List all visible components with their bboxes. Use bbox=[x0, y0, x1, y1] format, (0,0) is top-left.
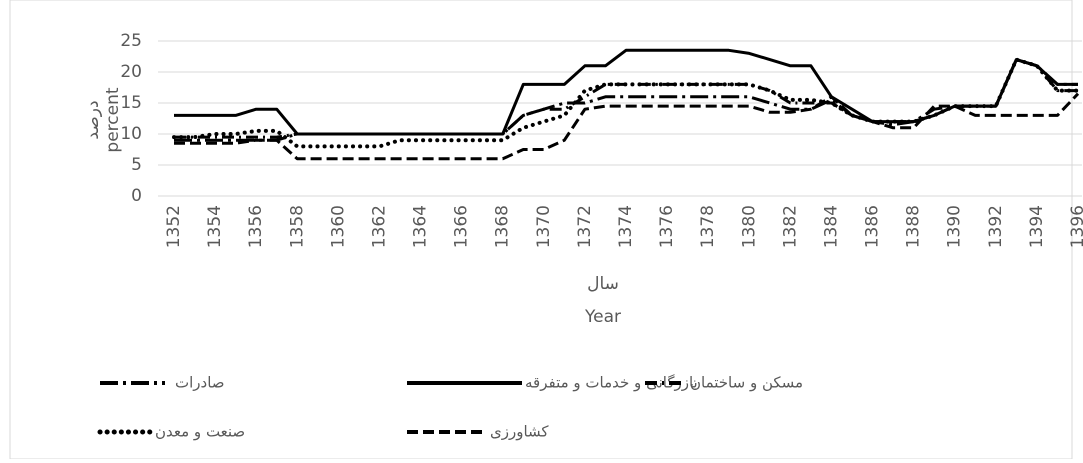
x-tick-label: 1366 bbox=[452, 205, 472, 248]
x-tick-label: 1374 bbox=[616, 205, 636, 248]
y-tick-label: 10 bbox=[120, 124, 142, 144]
chart-frame bbox=[9, 0, 1073, 460]
legend-label: صنعت و معدن bbox=[155, 423, 245, 441]
x-tick-label: 1390 bbox=[945, 205, 965, 248]
y-axis-title-en: percent bbox=[103, 87, 123, 152]
y-tick-label: 15 bbox=[120, 93, 142, 113]
y-tick-label: 0 bbox=[131, 186, 142, 206]
x-tick-label: 1352 bbox=[164, 205, 184, 248]
x-tick-label: 1392 bbox=[986, 205, 1006, 248]
x-tick-label: 1384 bbox=[821, 205, 841, 248]
x-tick-label: 1396 bbox=[1068, 205, 1083, 248]
x-tick-label: 1376 bbox=[657, 205, 677, 248]
x-tick-label: 1362 bbox=[369, 205, 389, 248]
x-tick-label: 1368 bbox=[493, 205, 513, 248]
y-tick-label: 20 bbox=[120, 62, 142, 82]
y-tick-label: 25 bbox=[120, 31, 142, 51]
x-tick-label: 1354 bbox=[205, 205, 225, 248]
x-tick-label: 1378 bbox=[698, 205, 718, 248]
x-tick-label: 1372 bbox=[575, 205, 595, 248]
x-tick-label: 1370 bbox=[534, 205, 554, 248]
series-line bbox=[172, 57, 1080, 149]
x-axis-title: سال bbox=[587, 274, 619, 294]
x-tick-label: 1386 bbox=[863, 205, 883, 248]
x-tick-label: 1380 bbox=[739, 205, 759, 248]
x-tick-label: 1364 bbox=[411, 205, 431, 248]
x-tick-label: 1388 bbox=[904, 205, 924, 248]
series-line bbox=[174, 92, 1080, 161]
legend-label: مسکن و ساختمان bbox=[690, 374, 803, 392]
legend-label: صادرات bbox=[175, 374, 225, 392]
x-tick-label: 1394 bbox=[1027, 205, 1047, 248]
legend-label: کشاورزی bbox=[490, 423, 549, 441]
x-tick-label: 1382 bbox=[780, 205, 800, 248]
x-tick-label: 1356 bbox=[246, 205, 266, 248]
legend-label: بازرگانی و خدمات و متفرقه bbox=[525, 374, 698, 392]
x-tick-label: 1358 bbox=[287, 205, 307, 248]
x-axis-title-en: Year bbox=[584, 307, 621, 327]
y-tick-label: 5 bbox=[131, 155, 142, 175]
y-axis-title: درصد bbox=[83, 100, 103, 139]
x-tick-label: 1360 bbox=[328, 205, 348, 248]
